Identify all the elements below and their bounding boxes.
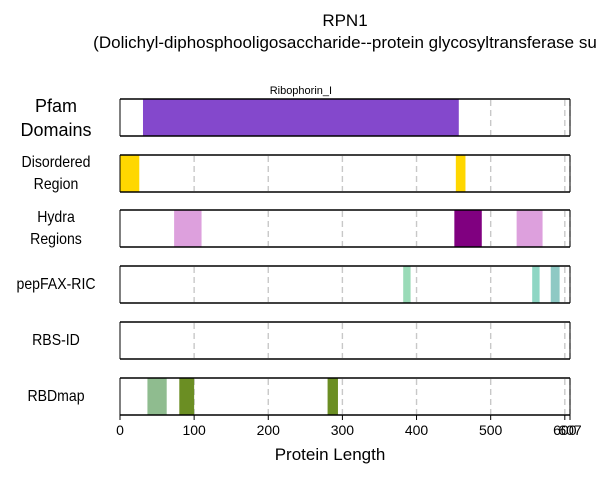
track-segment — [174, 210, 202, 247]
track-label-line: Region — [33, 175, 79, 193]
track-label: Hydra Regions — [7, 207, 106, 251]
track-background — [120, 322, 570, 359]
track-background — [120, 266, 570, 303]
track-label-line: Regions — [30, 230, 82, 248]
x-tick-label: 100 — [182, 422, 206, 438]
track-segment — [516, 210, 543, 247]
track-frame — [119, 265, 571, 304]
x-tick-label: 500 — [479, 422, 503, 438]
tracks — [120, 99, 570, 415]
track-segment — [550, 266, 560, 303]
x-tick-label: 600 — [553, 422, 577, 438]
track-segment — [455, 155, 466, 192]
track-label-line: RBDmap — [27, 387, 85, 405]
track-label-line: Pfam — [34, 95, 77, 116]
track-label: RBS-ID — [7, 330, 106, 352]
track-segment — [120, 155, 140, 192]
track-segment — [454, 210, 482, 247]
track-segment — [532, 266, 540, 303]
track-segment — [327, 378, 338, 415]
track-label: RBDmap — [7, 386, 106, 408]
x-tick-label: 0 — [116, 422, 124, 438]
segments: Ribophorin_I — [119, 85, 571, 416]
track-label: Disordered Region — [7, 152, 106, 196]
track-segment — [147, 378, 167, 415]
track-label: pepFAX-RIC — [7, 274, 106, 296]
track-frame — [119, 154, 571, 193]
track-label: Pfam Domains — [0, 94, 112, 142]
track-frame — [119, 321, 571, 360]
segment-label: Ribophorin_I — [270, 85, 332, 97]
track-label-line: Domains — [20, 119, 92, 140]
track-label-line: RBS-ID — [32, 331, 80, 349]
x-tick-label: 607 — [558, 422, 582, 438]
x-tick-label: 200 — [257, 422, 281, 438]
track-label-line: Disordered — [21, 153, 91, 171]
track-frame — [119, 98, 571, 137]
track-label-line: pepFAX-RIC — [16, 275, 96, 293]
chart-title: RPN1 — [322, 11, 368, 30]
track-background — [120, 155, 570, 192]
grid-lines — [193, 100, 571, 414]
track-frame — [119, 209, 571, 248]
x-axis-label: Protein Length — [275, 445, 386, 464]
track-frame — [119, 377, 571, 416]
x-tick-label: 300 — [331, 422, 355, 438]
x-tick-label: 400 — [405, 422, 429, 438]
track-segment — [179, 378, 195, 415]
track-background — [120, 378, 570, 415]
track-label-line: Hydra — [37, 208, 75, 226]
track-segment — [403, 266, 411, 303]
chart-subtitle: (Dolichyl-diphosphooligosaccharide--prot… — [93, 33, 597, 52]
track-segment — [142, 99, 459, 136]
